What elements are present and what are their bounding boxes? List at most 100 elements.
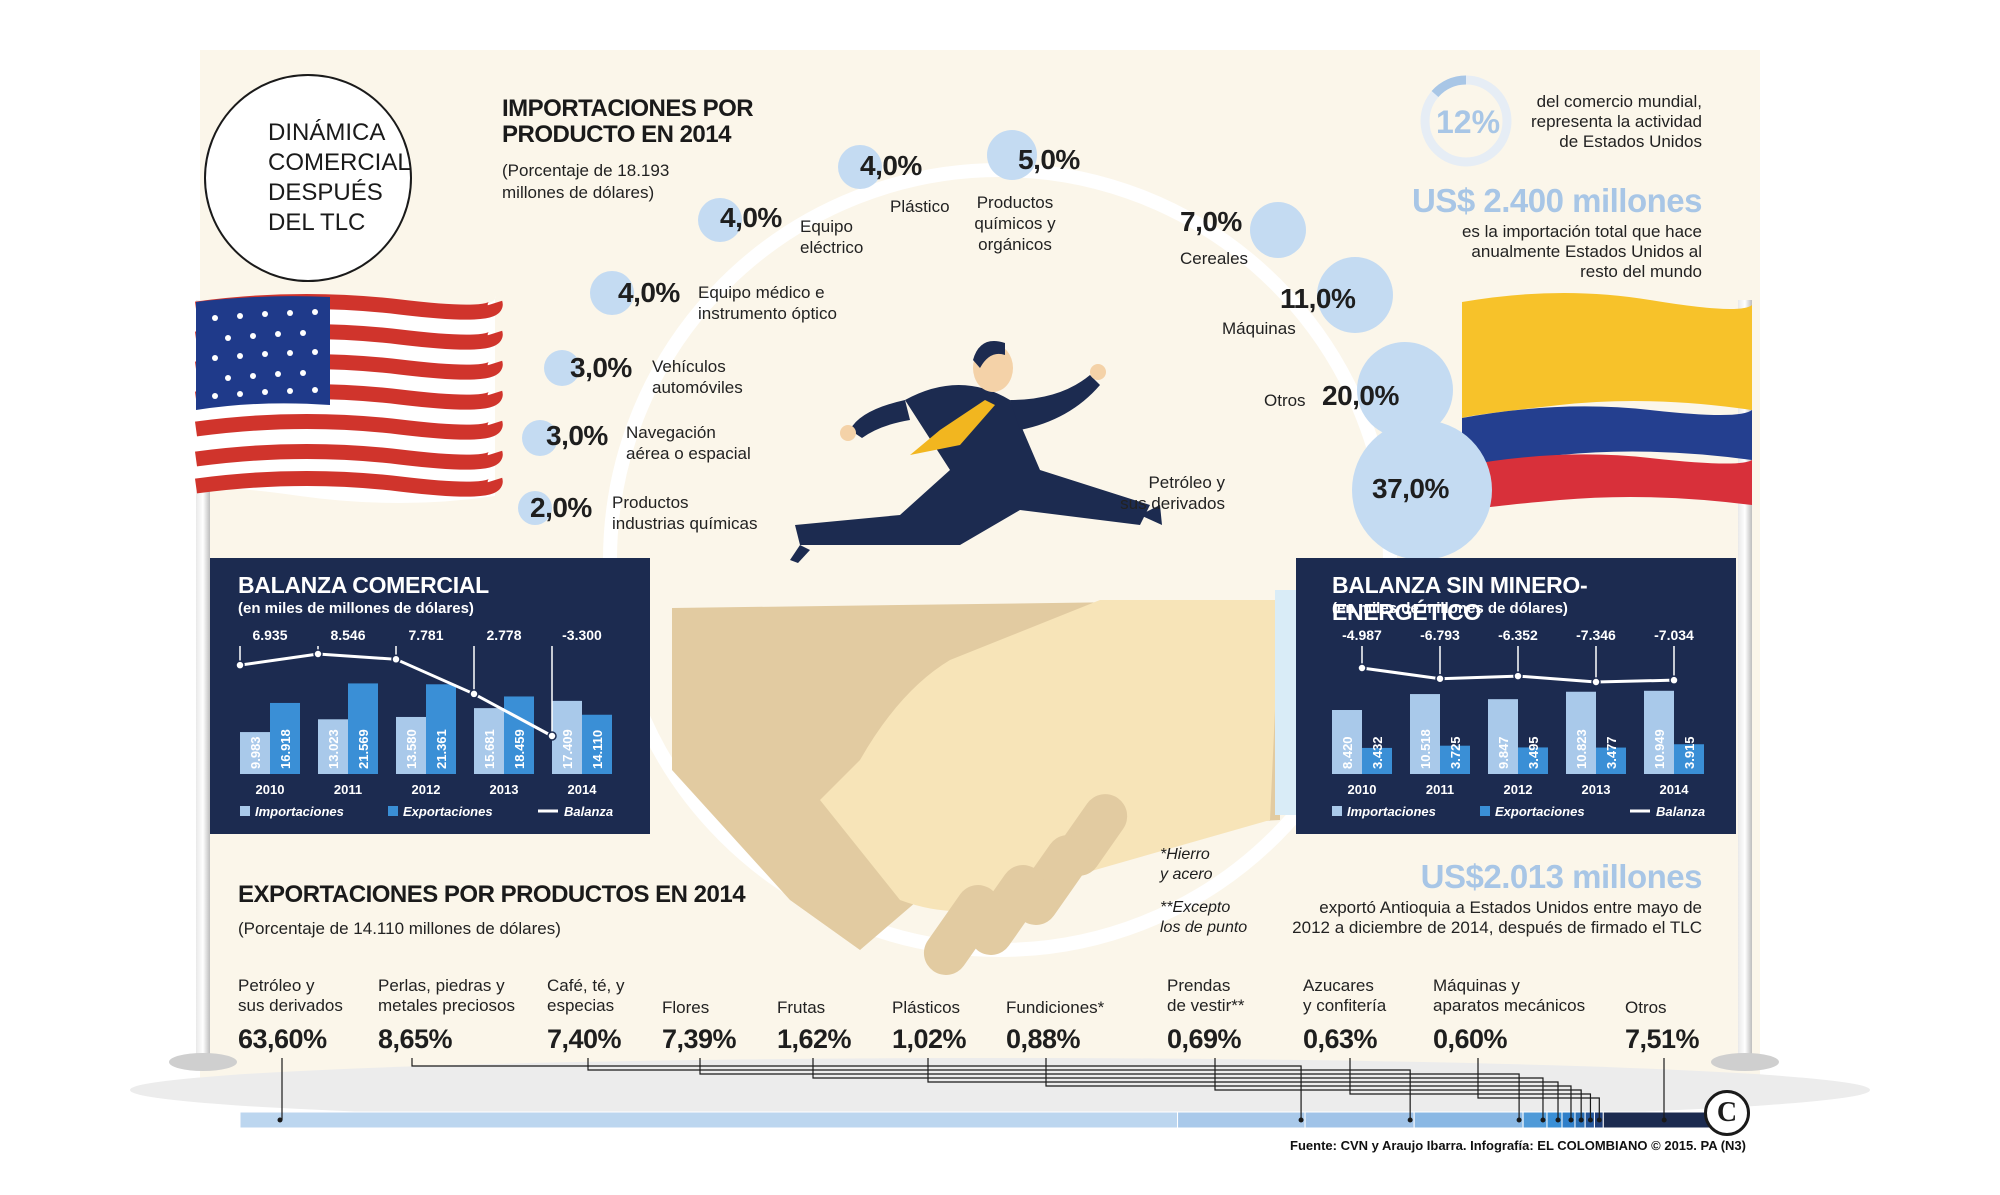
bar-exportaciones xyxy=(426,684,456,774)
import-value: 3,0% xyxy=(570,352,632,383)
import-bubble xyxy=(590,271,634,315)
import-label-line: industrias químicas xyxy=(612,514,758,533)
co-pole-base xyxy=(1711,1053,1779,1071)
export-value: 7,40% xyxy=(547,1024,622,1054)
import-label-line: orgánicos xyxy=(978,235,1052,254)
balanza-sin-minero-chart: 8.420 3.432 2010 -4.987 10.518 3.725 2011 -6.79… xyxy=(1332,627,1705,819)
export-leader-line xyxy=(1477,1058,1600,1120)
balanza-point xyxy=(1357,663,1367,673)
import-bubble xyxy=(1352,420,1492,560)
balanza-point xyxy=(313,649,323,659)
export-value: 63,60% xyxy=(238,1024,327,1054)
import-total: US$ 2.400 millones xyxy=(1412,182,1702,219)
import-total-line: es la importación total que hace xyxy=(1461,222,1702,241)
export-label-line: Fundiciones* xyxy=(1006,998,1105,1017)
import-label-line: Productos xyxy=(976,193,1054,212)
balanza-label: -7.346 xyxy=(1576,627,1616,643)
panel-subtitle: (en miles de millones de dólares) xyxy=(238,600,474,617)
bar-label-importaciones: 15.681 xyxy=(482,729,497,769)
imports-sub-line: (Porcentaje de 18.193 xyxy=(502,161,670,180)
export-value: 7,51% xyxy=(1625,1024,1700,1054)
export-label: Frutas xyxy=(777,998,825,1018)
year-tick-label: 2013 xyxy=(1582,782,1611,797)
export-leader-dot xyxy=(1587,1117,1593,1123)
export-value: 1,62% xyxy=(777,1024,852,1054)
world-pct: 12% xyxy=(1436,104,1501,140)
bar-label-importaciones: 17.409 xyxy=(560,729,575,769)
import-value: 20,0% xyxy=(1322,380,1399,411)
export-value: 1,02% xyxy=(892,1024,967,1054)
export-leader-line xyxy=(1045,1058,1572,1120)
export-value: 0,88% xyxy=(1006,1024,1081,1054)
import-value: 7,0% xyxy=(1180,206,1242,237)
import-label-line: automóviles xyxy=(652,378,743,397)
legend-swatch-importaciones xyxy=(240,806,250,816)
bar-label-exportaciones: 18.459 xyxy=(512,729,527,769)
bar-importaciones xyxy=(240,732,270,774)
import-label-line: sus derivados xyxy=(1120,494,1225,513)
export-label-line: Otros xyxy=(1625,998,1667,1017)
world-ring-arc xyxy=(1431,75,1467,98)
imports-heading-line: IMPORTACIONES POR xyxy=(502,95,754,122)
bar-exportaciones xyxy=(270,702,300,774)
note-hierro: *Hierro y acero xyxy=(1160,845,1212,885)
export-label: Petróleo y sus derivados xyxy=(238,976,343,1016)
bar-exportaciones xyxy=(1674,744,1704,774)
bar-label-exportaciones: 3.915 xyxy=(1682,736,1697,769)
legend-swatch-exportaciones xyxy=(1480,806,1490,816)
footer-source: Fuente: CVN y Araujo Ibarra. Infografía:… xyxy=(1290,1138,1746,1153)
import-value: 4,0% xyxy=(860,150,922,181)
export-label: Perlas, piedras y metales preciosos xyxy=(378,976,515,1016)
bar-label-importaciones: 9.847 xyxy=(1496,736,1511,769)
import-bubble xyxy=(1357,342,1453,438)
balanza-label: -6.352 xyxy=(1498,627,1538,643)
import-value: 4,0% xyxy=(618,277,680,308)
antioquia-line: 2012 a diciembre de 2014, después de fir… xyxy=(1292,918,1702,937)
import-label-line: Cereales xyxy=(1180,249,1249,268)
antioquia-text: exportó Antioquia a Estados Unidos entre… xyxy=(1220,898,1702,938)
note-line: y acero xyxy=(1160,866,1213,883)
import-total-line: resto del mundo xyxy=(1580,262,1702,281)
export-segment xyxy=(1177,1111,1306,1129)
legend-importaciones: Importaciones xyxy=(255,804,344,819)
title-line: COMERCIAL xyxy=(268,149,411,176)
bar-label-importaciones: 10.823 xyxy=(1574,729,1589,769)
export-label-line: especias xyxy=(547,996,615,1015)
export-label-line: Flores xyxy=(662,998,710,1017)
bar-importaciones xyxy=(396,716,426,774)
bar-label-importaciones: 9.983 xyxy=(248,736,263,769)
export-value: 0,60% xyxy=(1433,1024,1508,1054)
import-label-line: aérea o espacial xyxy=(626,444,751,463)
panel-subtitle: (en miles de millones de dólares) xyxy=(1332,600,1568,617)
title-circle xyxy=(204,74,412,282)
export-leader-line xyxy=(587,1058,1411,1120)
export-label: Plásticos xyxy=(892,998,960,1018)
import-label-line: Equipo xyxy=(800,217,853,236)
import-label-line: Plástico xyxy=(890,197,950,216)
export-label-line: Azucares xyxy=(1303,976,1374,995)
export-leader-dot xyxy=(277,1117,283,1123)
bar-exportaciones xyxy=(1362,747,1392,774)
import-label-line: Navegación xyxy=(626,423,716,442)
legend-importaciones: Importaciones xyxy=(1347,804,1436,819)
bar-exportaciones xyxy=(504,696,534,774)
balanza-point xyxy=(1591,677,1601,687)
bar-exportaciones xyxy=(1596,747,1626,774)
title-line: DESPUÉS xyxy=(268,179,383,206)
import-value: 37,0% xyxy=(1372,473,1449,504)
import-label: Plástico xyxy=(890,196,950,217)
imports-sub-line: millones de dólares) xyxy=(502,183,655,202)
import-total-line: anualmente Estados Unidos al xyxy=(1471,242,1702,261)
export-leader-line xyxy=(411,1058,1302,1120)
export-leader-dot xyxy=(1568,1117,1574,1123)
import-label: Navegación aérea o espacial xyxy=(626,422,751,464)
import-label-line: químicos y xyxy=(974,214,1056,233)
bar-importaciones xyxy=(318,719,348,774)
legend-exportaciones: Exportaciones xyxy=(1495,804,1585,819)
exports-heading: EXPORTACIONES POR PRODUCTOS EN 2014 xyxy=(238,881,746,908)
legend-swatch-exportaciones xyxy=(388,806,398,816)
import-label: Vehículos automóviles xyxy=(652,356,743,398)
import-bubble xyxy=(987,130,1037,180)
